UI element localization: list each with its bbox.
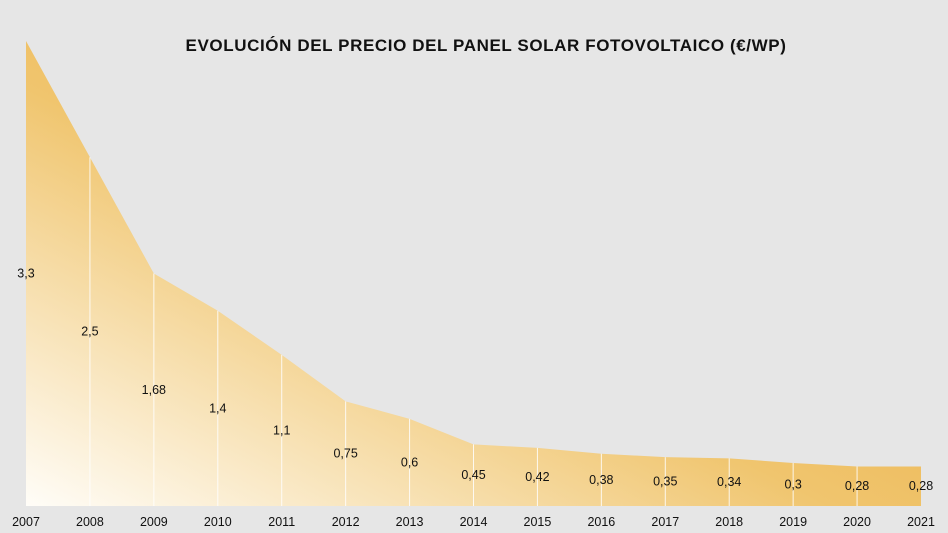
x-tick-2011: 2011 [268, 515, 295, 529]
data-label-2015: 0,42 [525, 470, 549, 484]
x-axis-ticks: 2007 2008 2009 2010 2011 2012 2013 2014 2015 2016… [12, 515, 935, 529]
drop-lines [89, 157, 858, 506]
x-tick-2017: 2017 [651, 515, 679, 529]
x-tick-2008: 2008 [76, 515, 104, 529]
x-tick-2015: 2015 [524, 515, 552, 529]
data-label-2020: 0,28 [845, 479, 869, 493]
x-tick-2013: 2013 [396, 515, 424, 529]
data-label-2008: 2,5 [81, 325, 98, 339]
x-tick-2014: 2014 [460, 515, 488, 529]
area-layer [26, 41, 921, 506]
data-label-2014: 0,45 [461, 468, 485, 482]
x-tick-2018: 2018 [715, 515, 743, 529]
data-labels: 3,3 2,5 1,68 1,4 1,1 0,75 0,6 0,45 0,42 0,38 0,35 0… [17, 267, 933, 494]
price-area [26, 41, 921, 506]
x-tick-2007: 2007 [12, 515, 40, 529]
data-label-2009: 1,68 [142, 383, 166, 397]
x-tick-2012: 2012 [332, 515, 360, 529]
data-label-2011: 1,1 [273, 423, 290, 437]
data-label-2016: 0,38 [589, 473, 613, 487]
data-label-2019: 0,3 [784, 477, 801, 491]
chart-title: EVOLUCIÓN DEL PRECIO DEL PANEL SOLAR FOT… [186, 36, 787, 55]
x-tick-2019: 2019 [779, 515, 807, 529]
data-label-2007: 3,3 [17, 267, 34, 281]
x-tick-2010: 2010 [204, 515, 232, 529]
data-label-2013: 0,6 [401, 455, 418, 469]
x-tick-2009: 2009 [140, 515, 168, 529]
data-label-2012: 0,75 [333, 447, 357, 461]
data-label-2010: 1,4 [209, 401, 226, 415]
x-tick-2021: 2021 [907, 515, 935, 529]
data-label-2017: 0,35 [653, 475, 677, 489]
data-label-2018: 0,34 [717, 475, 741, 489]
data-label-2021: 0,28 [909, 479, 933, 493]
x-tick-2020: 2020 [843, 515, 871, 529]
x-tick-2016: 2016 [587, 515, 615, 529]
